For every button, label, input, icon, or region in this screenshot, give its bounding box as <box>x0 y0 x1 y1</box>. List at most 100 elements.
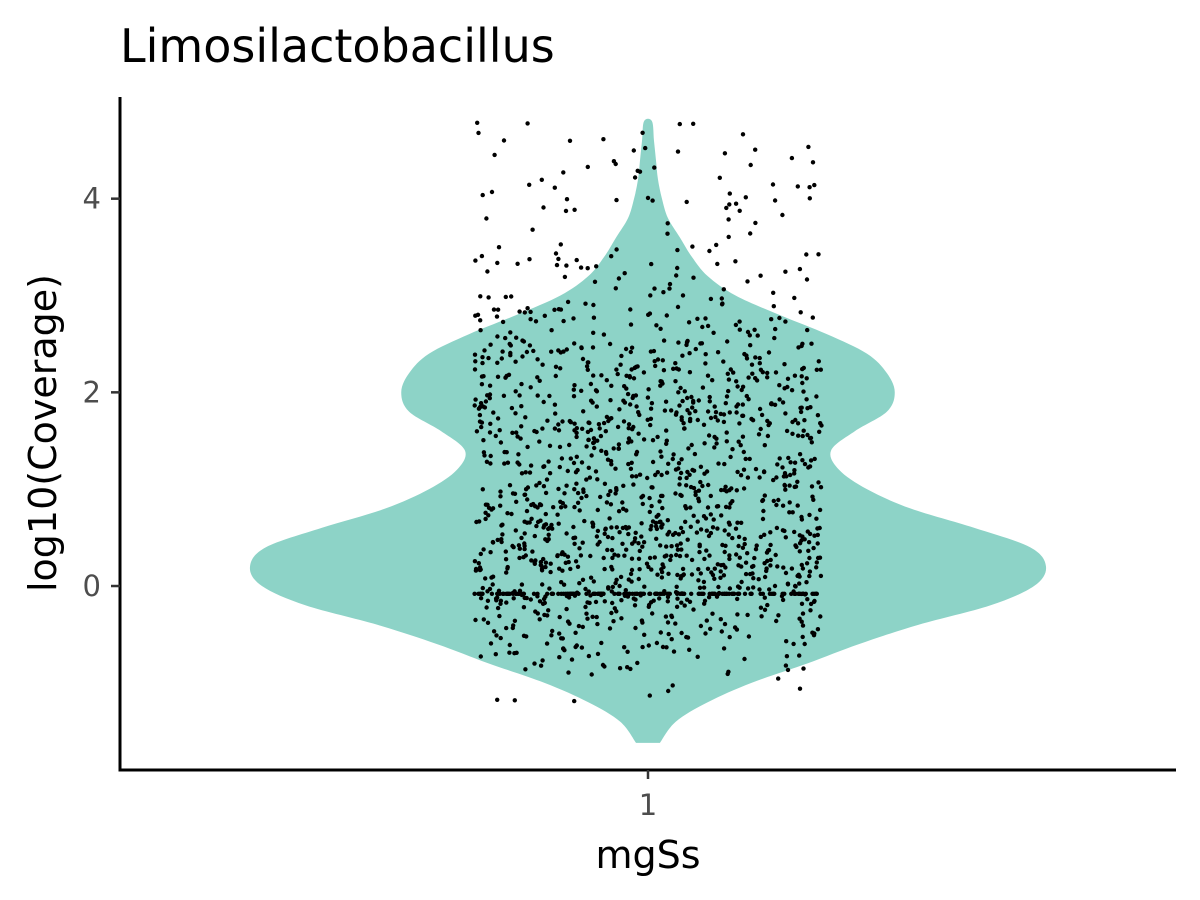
data-point <box>653 472 658 478</box>
data-point <box>676 466 681 471</box>
data-point <box>768 563 773 568</box>
data-point <box>495 360 500 365</box>
data-point <box>531 501 536 507</box>
data-point <box>543 522 549 527</box>
data-point <box>577 581 582 586</box>
data-point <box>475 312 481 317</box>
data-point <box>654 591 659 596</box>
data-point <box>773 552 778 558</box>
data-point <box>579 345 584 350</box>
data-point <box>700 483 705 489</box>
data-point <box>608 398 613 403</box>
data-point <box>810 315 815 320</box>
data-point <box>493 433 498 439</box>
data-point <box>507 483 513 488</box>
data-point <box>538 663 544 668</box>
data-point <box>723 401 728 406</box>
data-point <box>660 358 665 363</box>
data-point <box>591 330 596 335</box>
data-point <box>611 619 616 624</box>
data-point <box>808 458 814 463</box>
data-point <box>494 633 499 638</box>
data-point <box>547 443 553 448</box>
data-point <box>541 484 547 489</box>
data-point <box>562 274 568 280</box>
data-point <box>725 671 730 677</box>
data-point <box>682 603 687 608</box>
data-point <box>804 252 809 257</box>
data-point <box>784 428 790 434</box>
data-point <box>819 423 824 428</box>
data-point <box>654 536 659 541</box>
data-point <box>540 362 545 367</box>
data-point <box>715 418 720 423</box>
data-point <box>557 655 562 660</box>
data-point <box>476 130 481 136</box>
data-point <box>609 254 614 259</box>
data-point <box>658 449 663 454</box>
data-point <box>628 466 634 471</box>
data-point <box>805 327 810 333</box>
data-point <box>746 375 751 380</box>
data-point <box>707 394 712 400</box>
data-point <box>812 182 817 188</box>
data-point <box>486 295 491 300</box>
data-point <box>707 399 712 404</box>
data-point <box>774 618 779 624</box>
data-point <box>591 373 596 378</box>
data-point <box>747 456 752 462</box>
data-point <box>661 338 667 343</box>
data-point <box>522 546 527 552</box>
data-point <box>614 197 619 203</box>
data-point <box>646 387 651 392</box>
data-point <box>666 631 671 637</box>
data-point <box>505 564 510 570</box>
data-point <box>752 555 757 561</box>
data-point <box>601 332 607 337</box>
data-point <box>785 376 791 381</box>
data-point <box>676 532 682 537</box>
data-point <box>783 487 788 492</box>
data-point <box>619 616 624 621</box>
data-point <box>575 490 581 496</box>
data-point <box>647 693 652 698</box>
data-point <box>603 527 608 532</box>
data-point <box>649 401 655 406</box>
data-point <box>784 654 790 659</box>
data-point <box>546 532 551 537</box>
data-point <box>501 138 507 143</box>
data-point <box>735 520 740 525</box>
data-point <box>695 519 700 524</box>
data-point <box>804 376 809 381</box>
data-point <box>704 528 709 533</box>
data-point <box>718 569 723 574</box>
data-point <box>705 323 711 329</box>
data-point <box>586 437 591 442</box>
data-point <box>717 175 722 180</box>
data-point <box>636 576 641 582</box>
data-point <box>629 460 634 465</box>
data-point <box>622 645 627 650</box>
data-point <box>726 591 732 596</box>
data-point <box>704 618 709 623</box>
data-point <box>708 626 713 631</box>
data-point <box>655 572 660 577</box>
data-point <box>776 613 781 618</box>
data-point <box>503 294 508 300</box>
data-point <box>687 370 693 375</box>
data-point <box>626 436 632 441</box>
data-point <box>751 563 756 569</box>
data-point <box>715 526 720 531</box>
data-point <box>513 389 518 394</box>
data-point <box>603 449 609 455</box>
data-point <box>705 566 711 571</box>
data-point <box>478 294 483 299</box>
data-point <box>688 416 693 422</box>
data-point <box>658 543 663 548</box>
data-point <box>726 217 731 222</box>
data-point <box>780 212 785 218</box>
data-point <box>524 634 529 639</box>
data-point <box>665 594 671 600</box>
data-point <box>797 653 802 658</box>
data-point <box>498 601 503 606</box>
